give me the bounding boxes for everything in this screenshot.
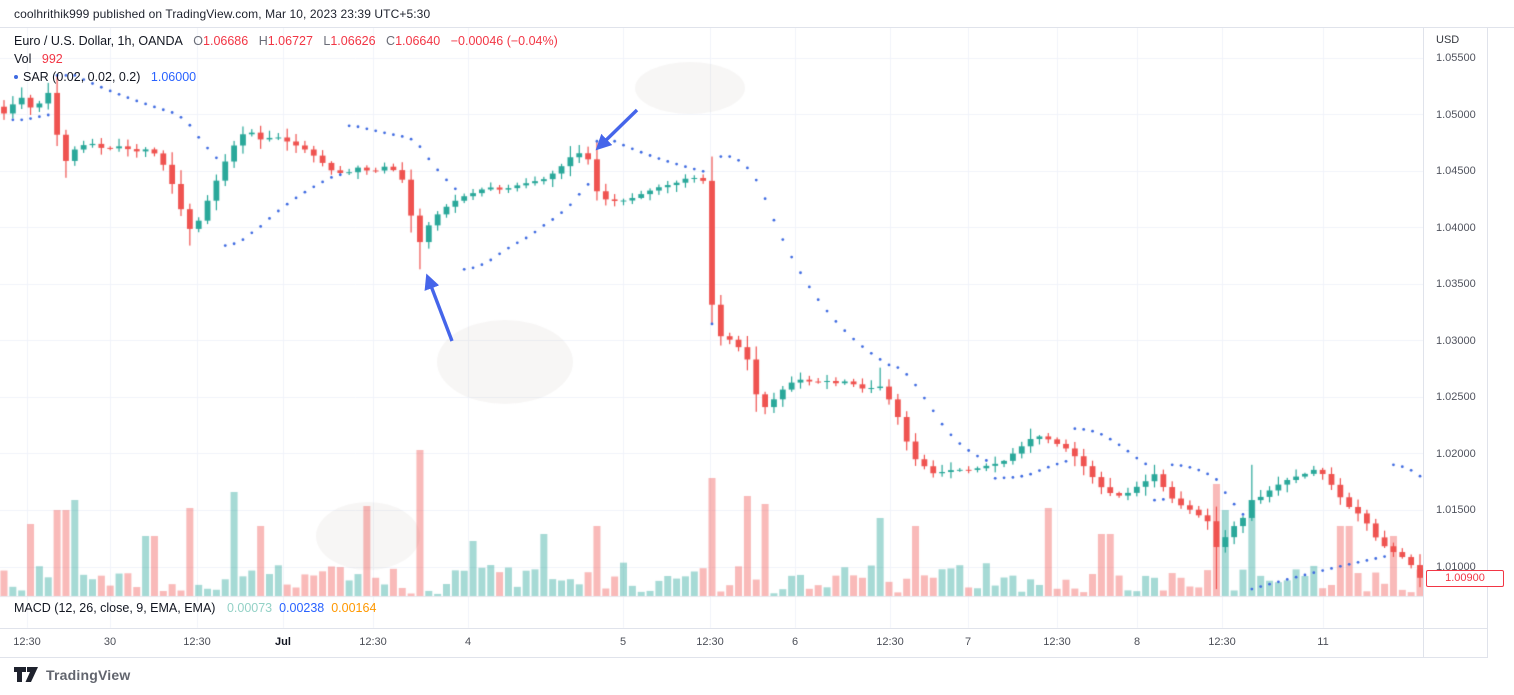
time-tick-label: 6 bbox=[791, 636, 799, 648]
time-tick-label: 8 bbox=[1133, 636, 1141, 648]
time-tick-label: 5 bbox=[619, 636, 627, 648]
time-tick-label: 12:30 bbox=[13, 636, 41, 648]
time-axis[interactable]: 12:30 30 12:30 Jul 12:30 4 5 12:30 6 12:30 7 12:30 8… bbox=[0, 628, 1487, 658]
volume-value: 992 bbox=[41, 52, 63, 66]
price-tick-label: 1.04000 bbox=[1436, 221, 1476, 234]
time-tick-label: 12:30 bbox=[183, 636, 211, 648]
price-tick-label: 1.05000 bbox=[1436, 108, 1476, 121]
price-chart-canvas[interactable] bbox=[0, 28, 1423, 658]
footer-branding: TradingView bbox=[13, 666, 130, 683]
price-axis-border bbox=[1423, 28, 1424, 658]
low-value: 1.06626 bbox=[330, 34, 376, 48]
high-value: 1.06727 bbox=[267, 34, 313, 48]
attribution-text: coolhrithik999 published on TradingView.… bbox=[14, 7, 431, 21]
price-tick-label: 1.04500 bbox=[1436, 165, 1476, 177]
time-tick-label: 4 bbox=[464, 636, 472, 648]
time-tick-label: 30 bbox=[103, 636, 117, 648]
macd-label[interactable]: MACD (12, 26, close, 9, EMA, EMA) bbox=[14, 601, 216, 615]
time-tick-label: 12:30 bbox=[1043, 636, 1071, 648]
macd-hist-value: 0.00073 bbox=[226, 601, 273, 615]
time-tick-label: 7 bbox=[964, 636, 972, 648]
macd-signal-value: 0.00164 bbox=[331, 601, 377, 615]
time-tick-label: 12:30 bbox=[876, 636, 904, 648]
change-value: −0.00046 (−0.04%) bbox=[450, 34, 558, 48]
price-tick-label: 1.01500 bbox=[1436, 504, 1476, 516]
price-tick-label: 1.01000 bbox=[1436, 560, 1476, 573]
time-tick-label: 11 bbox=[1317, 636, 1329, 648]
price-tick-label: 1.05500 bbox=[1436, 52, 1476, 64]
open-value: 1.06686 bbox=[203, 34, 249, 48]
chart-legend: Euro / U.S. Dollar, 1h, OANDA O1.06686 H… bbox=[14, 33, 558, 87]
time-tick-label: Jul bbox=[275, 636, 291, 648]
sar-value: 1.06000 bbox=[150, 70, 197, 84]
price-tick-label: 1.03000 bbox=[1436, 334, 1476, 347]
last-price-badge: 1.00900 bbox=[1426, 569, 1504, 587]
legend-sar-row: SAR (0.02, 0.02, 0.2) 1.06000 bbox=[14, 69, 558, 86]
legend-symbol-row: Euro / U.S. Dollar, 1h, OANDA O1.06686 H… bbox=[14, 33, 558, 50]
tradingview-logo-icon[interactable] bbox=[13, 666, 39, 683]
high-label: H bbox=[258, 34, 268, 48]
open-label: O bbox=[193, 34, 204, 48]
low-label: L bbox=[323, 34, 331, 48]
close-label: C bbox=[386, 34, 396, 48]
macd-value: 0.00238 bbox=[279, 601, 325, 615]
volume-label[interactable]: Vol bbox=[14, 52, 32, 66]
close-value: 1.06640 bbox=[395, 34, 441, 48]
sar-dot-icon bbox=[14, 75, 18, 79]
sar-label[interactable]: SAR (0.02, 0.02, 0.2) bbox=[23, 70, 141, 84]
price-tick-label: 1.03500 bbox=[1436, 278, 1476, 290]
price-tick-label: 1.02000 bbox=[1436, 447, 1476, 460]
time-tick-label: 12:30 bbox=[696, 636, 724, 648]
legend-volume-row: Vol 992 bbox=[14, 51, 558, 68]
time-tick-label: 12:30 bbox=[359, 636, 387, 648]
brand-text[interactable]: TradingView bbox=[46, 666, 131, 683]
axis-pane-right-border bbox=[1487, 28, 1488, 658]
time-tick-label: 12:30 bbox=[1208, 636, 1236, 648]
chart-top-border bbox=[0, 27, 1514, 28]
currency-label: USD bbox=[1436, 34, 1460, 46]
symbol-title[interactable]: Euro / U.S. Dollar, 1h, OANDA bbox=[14, 34, 183, 48]
time-axis-bottom-border bbox=[0, 657, 1487, 658]
macd-legend-row: MACD (12, 26, close, 9, EMA, EMA) 0.0007… bbox=[14, 601, 376, 615]
time-axis-top-border bbox=[0, 628, 1487, 629]
price-tick-label: 1.02500 bbox=[1436, 391, 1476, 403]
price-axis[interactable]: USD 1.00900 1.05500 1.05000 1.04500 1.04000… bbox=[1423, 28, 1514, 658]
